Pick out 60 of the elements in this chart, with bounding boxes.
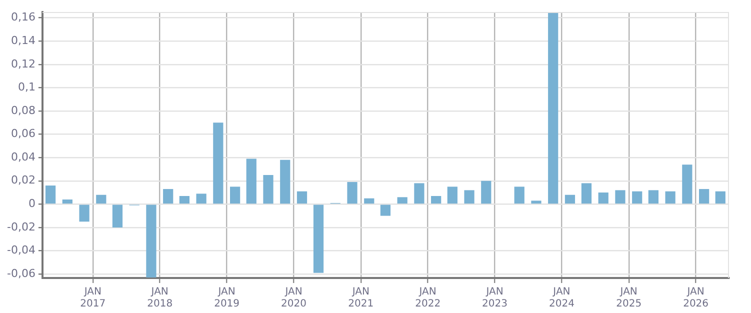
- bar: [632, 191, 642, 204]
- x-tick-label: JAN 2020: [281, 286, 306, 310]
- x-tick-label: JAN 2022: [415, 286, 441, 310]
- bar: [196, 194, 206, 204]
- bar: [715, 191, 726, 204]
- bar: [397, 197, 408, 204]
- y-tick-label: -0,04: [6, 244, 36, 257]
- bar: [548, 12, 558, 204]
- bar: [146, 204, 156, 278]
- bar: [531, 200, 542, 204]
- bar: [79, 204, 90, 222]
- bar: [45, 186, 56, 204]
- bar: [447, 186, 458, 204]
- x-tick-label: JAN 2019: [214, 286, 240, 310]
- bar: [464, 190, 474, 204]
- y-tick-label: 0,16: [10, 10, 36, 24]
- bar: [682, 164, 692, 204]
- x-tick-label: JAN 2023: [482, 286, 508, 310]
- bar: [347, 182, 358, 204]
- bar: [581, 183, 592, 204]
- bar: [179, 196, 190, 204]
- bar: [431, 196, 442, 204]
- bar: [514, 186, 524, 204]
- x-tick-label: JAN 2018: [147, 286, 173, 310]
- bar: [112, 204, 123, 228]
- y-tick-label: 0: [28, 197, 36, 210]
- bar: [615, 190, 626, 204]
- bar: [648, 190, 658, 204]
- y-tick-label: 0,1: [18, 80, 36, 94]
- y-tick-label: -0,06: [6, 266, 36, 280]
- bar: [481, 180, 492, 204]
- bar: [246, 158, 256, 204]
- x-tick-label: JAN 2021: [348, 286, 374, 310]
- x-tick-label: JAN 2025: [616, 286, 642, 310]
- y-tick-label: 0,12: [10, 57, 36, 70]
- bar: [380, 204, 391, 216]
- bar: [564, 194, 576, 204]
- bar: [665, 191, 676, 204]
- y-tick-label: 0,08: [10, 104, 36, 117]
- y-tick-label: 0,06: [10, 127, 36, 140]
- bar: [414, 183, 424, 204]
- bar: [213, 122, 224, 204]
- bar: [598, 192, 608, 204]
- y-tick-label: 0,02: [10, 174, 36, 187]
- bar: [62, 200, 72, 204]
- bar: [263, 175, 274, 204]
- x-tick-label: JAN 2026: [683, 286, 709, 310]
- y-tick-label: 0,14: [10, 34, 36, 47]
- y-tick-label: -0,02: [6, 220, 36, 234]
- bar: [163, 189, 174, 204]
- bar: [230, 186, 240, 204]
- y-tick-label: 0,04: [10, 150, 36, 164]
- x-tick-label: JAN 2024: [548, 286, 574, 310]
- bar: [364, 198, 374, 204]
- bar: [296, 191, 308, 204]
- bar: [280, 160, 290, 204]
- x-tick-label: JAN 2017: [80, 286, 106, 310]
- bar: [96, 194, 106, 204]
- bar: [313, 204, 324, 273]
- bar: [698, 189, 710, 204]
